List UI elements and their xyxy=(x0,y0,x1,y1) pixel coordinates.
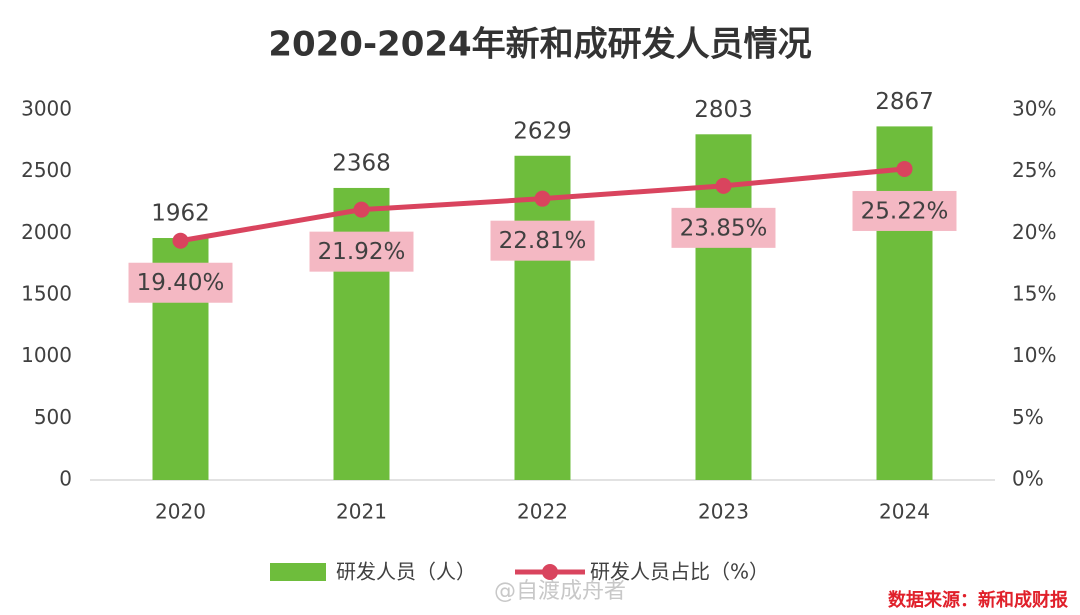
y-tick-label: 1000 xyxy=(21,343,72,367)
bar xyxy=(514,155,571,481)
line-marker xyxy=(172,232,189,249)
x-tick-label: 2022 xyxy=(517,500,568,524)
y2-tick-label: 5% xyxy=(1012,405,1044,429)
x-tick-label: 2024 xyxy=(879,500,930,524)
label-box xyxy=(309,231,414,272)
line-value-label: 21.92% xyxy=(318,239,406,265)
chart-title: 2020-2024年新和成研发人员情况 xyxy=(268,25,811,65)
bar-value-label: 1962 xyxy=(151,201,210,227)
bar-value-label: 2803 xyxy=(694,97,753,123)
legend-swatch xyxy=(270,563,326,581)
label-box xyxy=(852,190,957,231)
legend-label: 研发人员（人） xyxy=(336,560,476,584)
line-value-label: 25.22% xyxy=(861,198,949,224)
y-tick-label: 2000 xyxy=(21,220,72,244)
line-marker xyxy=(896,160,913,177)
y-tick-label: 500 xyxy=(34,405,72,429)
line-value-label: 22.81% xyxy=(499,228,587,254)
bar xyxy=(876,126,933,481)
bar-value-label: 2867 xyxy=(875,89,934,115)
y2-tick-label: 0% xyxy=(1012,467,1044,491)
line-marker xyxy=(353,201,370,218)
x-tick-label: 2023 xyxy=(698,500,749,524)
y-tick-label: 0 xyxy=(59,467,72,491)
line-marker xyxy=(715,177,732,194)
y2-tick-label: 10% xyxy=(1012,343,1056,367)
legend-swatch-marker xyxy=(542,564,558,580)
y2-tick-label: 30% xyxy=(1012,97,1056,121)
legend-label: 研发人员占比（%） xyxy=(590,560,769,584)
line-marker xyxy=(534,190,551,207)
line-value-label: 19.40% xyxy=(137,270,225,296)
label-box xyxy=(128,262,233,303)
label-box xyxy=(671,207,776,248)
x-tick-label: 2020 xyxy=(155,500,206,524)
bar-value-label: 2629 xyxy=(513,118,572,144)
y2-tick-label: 25% xyxy=(1012,158,1056,182)
bar-value-label: 2368 xyxy=(332,150,391,176)
y2-tick-label: 20% xyxy=(1012,220,1056,244)
y-tick-label: 2500 xyxy=(21,158,72,182)
y-tick-label: 1500 xyxy=(21,282,72,306)
y-tick-label: 3000 xyxy=(21,97,72,121)
label-box xyxy=(490,220,595,261)
x-tick-label: 2021 xyxy=(336,500,387,524)
line-value-label: 23.85% xyxy=(680,215,768,241)
source-note: 数据来源：新和成财报 xyxy=(888,589,1068,611)
watermark: @自渡成舟者 xyxy=(494,579,626,604)
y2-tick-label: 15% xyxy=(1012,282,1056,306)
